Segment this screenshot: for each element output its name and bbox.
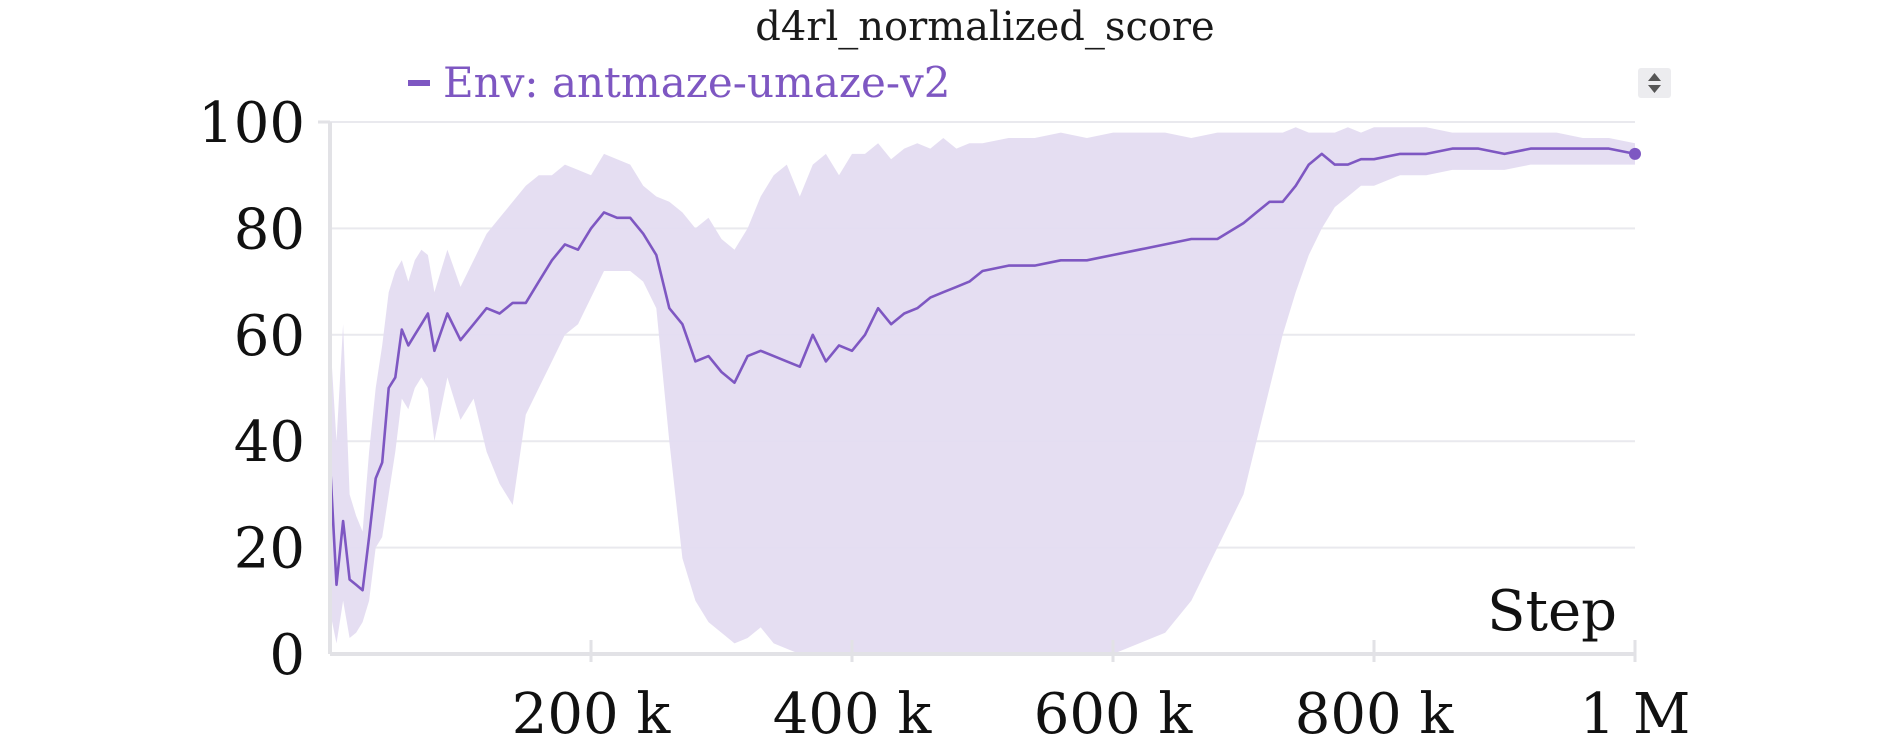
x-tick-label: 200 k: [512, 682, 672, 747]
x-axis-label: Step: [1487, 579, 1617, 644]
x-tick-label: 400 k: [773, 682, 933, 747]
y-tick-label: 0: [269, 623, 305, 688]
chevron-down-icon: [1648, 85, 1661, 93]
std-band: [330, 127, 1635, 655]
legend-scroll-toggle-bg: [1638, 68, 1671, 98]
legend[interactable]: Env: antmaze-umaze-v2: [408, 58, 951, 107]
legend-swatch: [408, 80, 430, 86]
series-end-point: [1629, 147, 1641, 160]
y-tick-label: 20: [234, 517, 305, 582]
chart-title: d4rl_normalized_score: [755, 4, 1214, 50]
x-tick-labels: 200 k 400 k 600 k 800 k 1 M: [512, 682, 1691, 747]
x-tick-label: 1 M: [1580, 682, 1691, 747]
y-tick-label: 80: [234, 197, 305, 262]
series-line: [328, 147, 1636, 592]
y-tick-label: 60: [234, 304, 305, 369]
plot-area: 0 20 40 60 80 100 200 k 400 k 600 k 800 k 1 M: [198, 91, 1690, 747]
y-tick-label: 40: [234, 410, 305, 475]
y-tick-labels: 0 20 40 60 80 100: [198, 91, 305, 688]
x-tick-label: 600 k: [1034, 682, 1194, 747]
chevron-up-icon: [1648, 73, 1661, 81]
x-tick-label: 800 k: [1295, 682, 1455, 747]
legend-scroll-toggle[interactable]: [1638, 68, 1671, 98]
axes: [318, 120, 1637, 662]
y-tick-label: 100: [198, 91, 305, 156]
legend-label[interactable]: Env: antmaze-umaze-v2: [443, 58, 951, 107]
